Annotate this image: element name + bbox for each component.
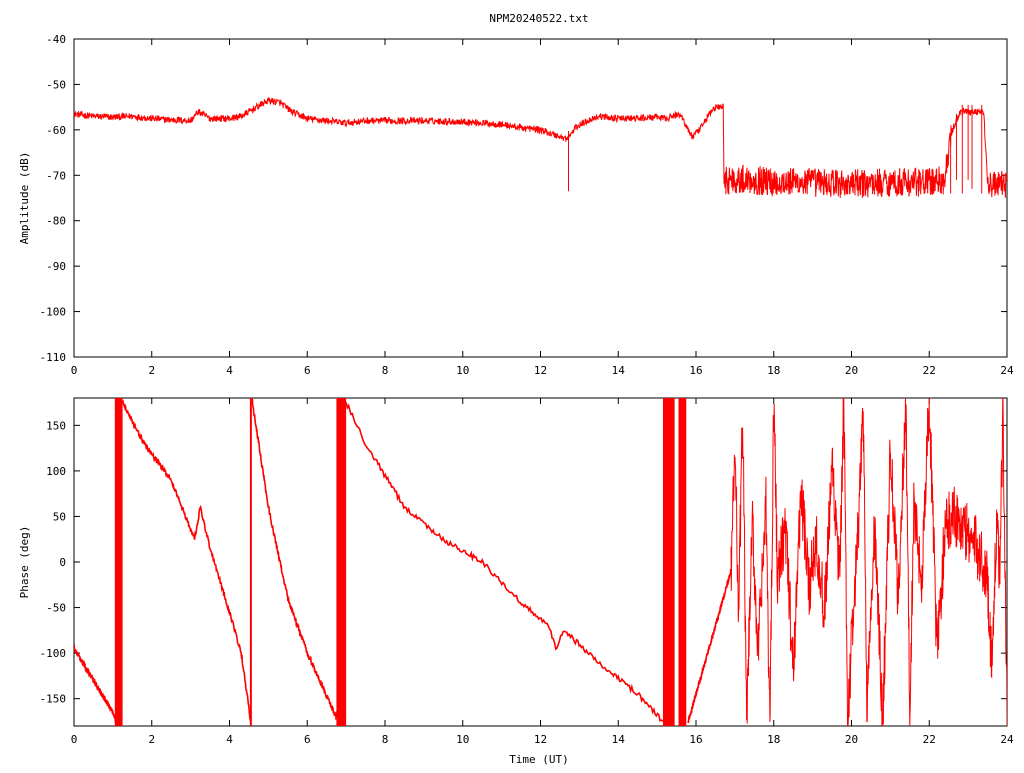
- plots-layer: 0 2 4 6 8 10 12 14 16 18 20 22 24-40-50-60-70-80-90-…: [40, 33, 1014, 746]
- x-tick-label: 0: [71, 733, 78, 746]
- y-tick-label: -80: [46, 215, 66, 228]
- x-tick-label: 22: [923, 733, 936, 746]
- y-tick-label: -50: [46, 602, 66, 615]
- phase-wrap-band: [336, 398, 347, 726]
- x-tick-label: 2: [148, 364, 155, 377]
- y-tick-label: -100: [40, 647, 67, 660]
- x-tick-label: 12: [534, 733, 547, 746]
- x-tick-label: 10: [456, 733, 469, 746]
- x-tick-label: 8: [382, 733, 389, 746]
- phase-wrap-band: [662, 398, 675, 726]
- chart-title: NPM20240522.txt: [489, 12, 588, 25]
- x-tick-label: 14: [612, 364, 626, 377]
- phase-line: [345, 402, 666, 726]
- y-tick-label: -150: [40, 693, 67, 706]
- panel-phase: 0 2 4 6 8 10 12 14 16 18 20 22 24150100500-50-100-15…: [40, 397, 1014, 746]
- y-tick-label: -110: [40, 351, 67, 364]
- top-y-axis-title: Amplitude (dB): [18, 152, 31, 245]
- x-tick-label: 10: [456, 364, 469, 377]
- y-tick-label: -90: [46, 260, 66, 273]
- series-amplitude: [74, 97, 1007, 199]
- phase-noisy-line: [730, 398, 1007, 726]
- x-tick-label: 18: [767, 364, 780, 377]
- y-tick-label: -70: [46, 169, 66, 182]
- phase-line: [121, 399, 252, 724]
- x-tick-label: 4: [226, 364, 233, 377]
- y-tick-label: -40: [46, 33, 66, 46]
- phase-line: [74, 644, 118, 726]
- y-tick-label: 0: [59, 556, 66, 569]
- x-tick-label: 24: [1000, 733, 1014, 746]
- x-tick-label: 16: [689, 364, 702, 377]
- amplitude-line: [74, 97, 1007, 199]
- y-tick-label: -60: [46, 124, 66, 137]
- x-tick-label: 16: [689, 733, 702, 746]
- x-tick-label: 4: [226, 733, 233, 746]
- panel-amplitude: 0 2 4 6 8 10 12 14 16 18 20 22 24-40-50-60-70-80-90-…: [40, 33, 1014, 377]
- x-tick-label: 18: [767, 733, 780, 746]
- phase-wrap-band: [114, 398, 123, 726]
- y-tick-label: 50: [53, 510, 66, 523]
- y-tick-label: 100: [46, 465, 66, 478]
- x-tick-label: 24: [1000, 364, 1014, 377]
- x-tick-label: 12: [534, 364, 547, 377]
- y-tick-label: -100: [40, 306, 67, 319]
- x-tick-label: 0: [71, 364, 78, 377]
- series-phase: [74, 398, 1007, 726]
- x-tick-label: 2: [148, 733, 155, 746]
- x-axis-title: Time (UT): [509, 753, 569, 766]
- bottom-y-axis-title: Phase (deg): [18, 526, 31, 599]
- x-tick-label: 22: [923, 364, 936, 377]
- x-tick-label: 20: [845, 364, 858, 377]
- phase-line: [687, 569, 732, 724]
- x-tick-label: 6: [304, 364, 311, 377]
- plot-frame-amplitude: [73, 38, 1008, 358]
- x-tick-label: 8: [382, 364, 389, 377]
- phase-line: [251, 398, 340, 724]
- x-tick-label: 20: [845, 733, 858, 746]
- phase-wrap-band: [678, 398, 687, 726]
- y-tick-label: -50: [46, 78, 66, 91]
- x-tick-label: 14: [612, 733, 626, 746]
- y-tick-label: 150: [46, 419, 66, 432]
- x-tick-label: 6: [304, 733, 311, 746]
